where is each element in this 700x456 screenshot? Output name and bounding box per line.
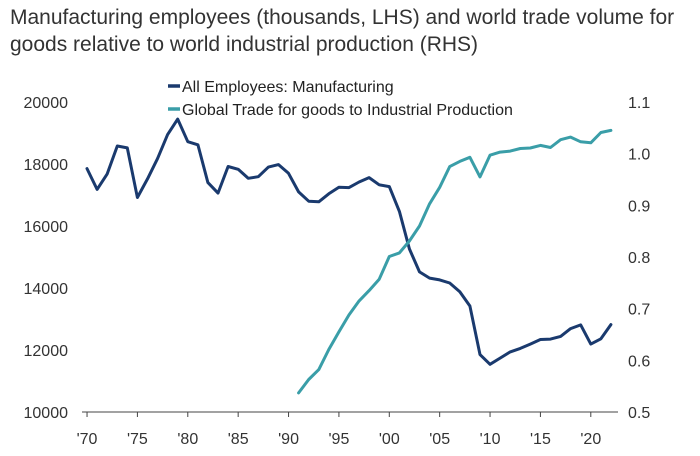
y-right-tick-label: 1.1: [628, 95, 650, 112]
y-left-tick-label: 16000: [24, 219, 69, 236]
legend-label-2: Global Trade for goods to Industrial Pro…: [182, 102, 513, 119]
x-tick-label: '70: [77, 431, 98, 448]
y-right-tick-label: 0.6: [628, 353, 650, 370]
x-tick-label: '00: [379, 431, 400, 448]
y-right-tick-label: 0.9: [628, 198, 650, 215]
axes: '70 '75 '80 '85 '90 '95 '00 '05 '10 '15 '20 10000 12…: [24, 95, 651, 448]
y-left-tick-label: 10000: [24, 405, 69, 422]
y-left-tick-label: 14000: [24, 281, 69, 298]
x-tick-label: '80: [177, 431, 198, 448]
legend-label-1: All Employees: Manufacturing: [182, 79, 394, 96]
y-left-tick-label: 18000: [24, 157, 69, 174]
x-tick-label: '85: [228, 431, 249, 448]
y-right-tick-label: 0.8: [628, 250, 650, 267]
x-tick-label: '75: [127, 431, 148, 448]
y-right-tick-label: 0.7: [628, 302, 650, 319]
series-layer: [85, 117, 613, 395]
y-right-tick-label: 0.5: [628, 405, 650, 422]
legend: All Employees: Manufacturing Global Trade…: [168, 79, 513, 119]
y-left-tick-label: 20000: [24, 95, 69, 112]
y-right-tick-label: 1.0: [628, 147, 650, 164]
x-tick-label: '95: [328, 431, 349, 448]
x-tick-label: '90: [278, 431, 299, 448]
series-line-2: [297, 128, 613, 395]
x-tick-label: '20: [580, 431, 601, 448]
series-line-1: [85, 117, 613, 366]
x-tick-label: '15: [530, 431, 551, 448]
chart-title: Manufacturing employees (thousands, LHS)…: [10, 6, 675, 56]
y-left-tick-label: 12000: [24, 343, 69, 360]
x-tick-label: '10: [480, 431, 501, 448]
x-tick-label: '05: [429, 431, 450, 448]
